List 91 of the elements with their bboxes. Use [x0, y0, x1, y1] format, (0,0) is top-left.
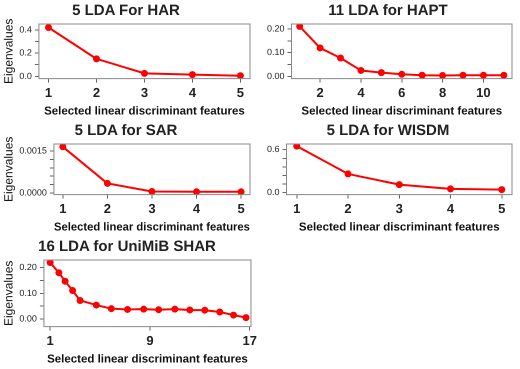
- y-tick-label: 0.0000: [19, 187, 47, 198]
- x-tick-label: 4: [357, 84, 366, 100]
- point: [201, 306, 208, 314]
- point: [59, 144, 66, 150]
- x-tick-label: 3: [148, 200, 156, 216]
- y-tick-label: 0.0: [266, 186, 280, 197]
- x-tick-label: 2: [344, 200, 352, 216]
- x-tick-label: 2: [92, 84, 100, 100]
- point: [188, 71, 196, 78]
- y-tick-label: 0.4: [19, 24, 32, 34]
- x-tick-label: 8: [438, 84, 446, 100]
- point: [186, 306, 194, 314]
- point: [140, 70, 148, 77]
- y-tick-label: 0.00: [266, 71, 285, 82]
- point: [238, 188, 245, 195]
- x-axis-title: Selected linear discriminant features: [301, 105, 502, 118]
- point: [108, 305, 115, 312]
- point: [140, 306, 148, 313]
- point: [293, 144, 300, 150]
- x-axis-title: Selected linear discriminant features: [47, 353, 248, 366]
- y-axis-title: Eigenvalues: [2, 18, 16, 84]
- point: [500, 72, 508, 79]
- x-tick-label: 5: [498, 200, 506, 216]
- x-tick-label: 1: [293, 200, 300, 216]
- y-tick-label: 0.00: [19, 313, 37, 324]
- x-tick-label: 3: [396, 200, 403, 216]
- x-tick-label: 3: [140, 84, 148, 100]
- chart-title: 5 LDA for SAR: [74, 122, 178, 140]
- y-axis-title: Eigenvalues: [2, 136, 16, 202]
- point: [171, 306, 178, 313]
- point: [55, 269, 62, 276]
- chart-title: 11 LDA for HAPT: [328, 2, 448, 20]
- y-axis-title: Eigenvalues: [2, 260, 16, 326]
- chart-title: 5 LDA For HAR: [72, 2, 180, 20]
- point: [498, 186, 506, 194]
- y-tick-label: 0.20: [266, 23, 285, 34]
- x-tick-label: 1: [44, 84, 52, 100]
- point: [296, 24, 304, 30]
- point: [447, 185, 454, 192]
- point: [398, 70, 406, 78]
- y-tick-label: 0.20: [19, 262, 37, 272]
- point: [418, 72, 426, 79]
- point: [480, 72, 487, 79]
- x-tick-label: 4: [446, 200, 455, 216]
- x-tick-label: 1: [46, 332, 54, 348]
- point: [242, 314, 250, 322]
- point: [439, 72, 446, 79]
- chart-title: 5 LDA for WISDM: [326, 122, 450, 140]
- point: [148, 188, 156, 195]
- y-tick-label: 0.0: [19, 70, 32, 81]
- point: [76, 296, 84, 304]
- point: [344, 170, 352, 178]
- point: [316, 44, 324, 52]
- x-tick-label: 17: [242, 332, 257, 348]
- point: [124, 306, 131, 313]
- y-tick-label: 0.0015: [19, 145, 47, 156]
- point: [396, 181, 403, 188]
- point: [92, 55, 100, 62]
- y-tick-label: 0.10: [266, 47, 285, 58]
- x-tick-label: 5: [237, 200, 245, 216]
- point: [193, 188, 200, 195]
- point: [62, 278, 69, 285]
- x-tick-label: 2: [316, 84, 324, 100]
- point: [92, 302, 100, 309]
- point: [357, 66, 364, 74]
- chart-title: 16 LDA for UniMiB SHAR: [38, 238, 216, 256]
- point: [69, 286, 76, 294]
- point: [155, 306, 162, 314]
- point: [104, 180, 111, 187]
- x-tick-label: 4: [188, 84, 197, 100]
- point: [46, 260, 54, 266]
- point: [460, 72, 467, 79]
- point: [337, 54, 344, 62]
- x-axis-title: Selected linear discriminant features: [298, 221, 500, 234]
- x-tick-label: 5: [236, 84, 244, 100]
- y-tick-label: 0.2: [19, 48, 32, 58]
- point: [378, 69, 385, 76]
- point: [230, 312, 238, 319]
- point: [236, 72, 244, 79]
- x-tick-label: 4: [192, 200, 201, 216]
- x-axis-title: Selected linear discriminant features: [54, 221, 250, 234]
- x-tick-label: 2: [104, 200, 112, 216]
- x-tick-label: 1: [59, 200, 66, 216]
- x-tick-label: 10: [476, 84, 491, 100]
- y-tick-label: 0.6: [266, 144, 280, 154]
- y-tick-label: 0.10: [19, 288, 37, 298]
- point: [45, 24, 52, 31]
- x-tick-label: 6: [398, 84, 406, 100]
- x-tick-label: 9: [146, 332, 154, 348]
- point: [216, 308, 224, 316]
- x-axis-title: Selected linear discriminant features: [44, 105, 245, 118]
